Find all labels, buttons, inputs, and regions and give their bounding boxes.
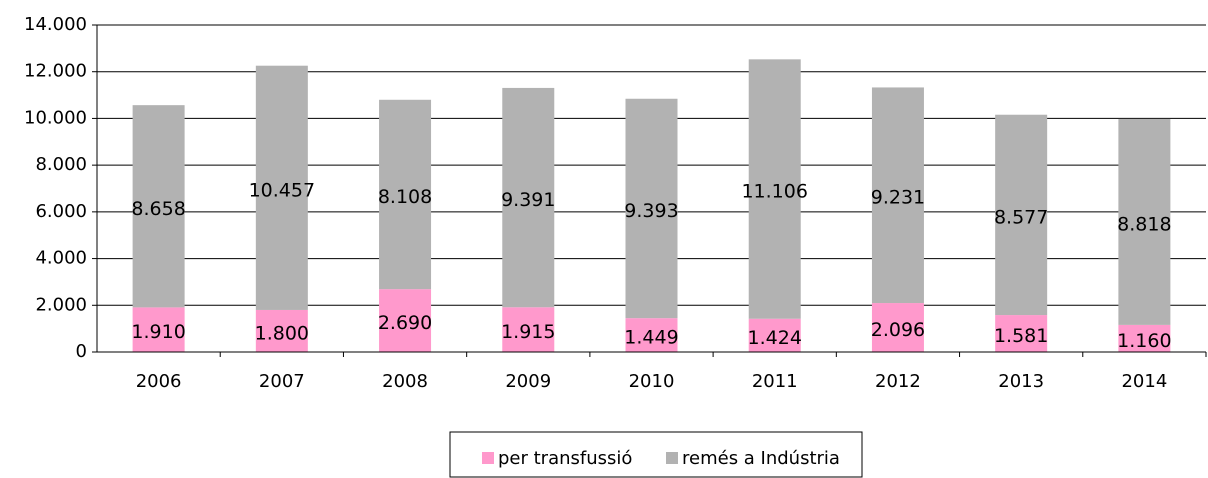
y-tick-label: 10.000 xyxy=(24,107,87,128)
bar-segment xyxy=(748,318,801,352)
bar-segment xyxy=(132,307,185,352)
data-label: 9.393 xyxy=(624,200,678,222)
bar-segment xyxy=(625,318,678,352)
data-label: 8.577 xyxy=(994,206,1048,228)
y-tick-label: 0 xyxy=(76,341,87,362)
x-tick-label: 2012 xyxy=(875,371,921,392)
bar-segment xyxy=(625,98,678,319)
bar-segment xyxy=(871,87,924,304)
data-label: 2.096 xyxy=(871,319,925,341)
data-label: 10.457 xyxy=(249,179,315,201)
data-label: 2.690 xyxy=(378,312,432,334)
x-tick-label: 2006 xyxy=(136,371,182,392)
bar-segment xyxy=(748,59,801,319)
data-label: 9.231 xyxy=(871,187,925,209)
y-tick-label: 14.000 xyxy=(24,14,87,35)
bar-segment xyxy=(1118,324,1171,352)
x-tick-label: 2013 xyxy=(998,371,1044,392)
legend-label: per transfussió xyxy=(498,448,632,469)
data-label: 9.391 xyxy=(501,189,555,211)
y-tick-label: 8.000 xyxy=(35,154,87,175)
data-label: 1.449 xyxy=(624,327,678,349)
x-tick-label: 2008 xyxy=(382,371,428,392)
data-label: 1.424 xyxy=(748,327,802,349)
y-tick-label: 4.000 xyxy=(35,248,87,269)
data-label: 8.108 xyxy=(378,186,432,208)
data-label: 1.581 xyxy=(994,325,1048,347)
bar-segment xyxy=(255,309,308,352)
bar-segment xyxy=(255,65,308,310)
legend-swatch xyxy=(666,452,678,464)
bar-segment xyxy=(132,105,185,308)
data-label: 1.915 xyxy=(501,321,555,343)
bar-segment xyxy=(379,289,432,352)
x-tick-label: 2010 xyxy=(629,371,675,392)
bar-segment xyxy=(995,315,1048,352)
x-tick-label: 2009 xyxy=(505,371,551,392)
y-tick-label: 6.000 xyxy=(35,201,87,222)
bar-segment xyxy=(1118,118,1171,325)
legend-box xyxy=(449,431,863,478)
y-tick-label: 2.000 xyxy=(35,294,87,315)
data-label: 11.106 xyxy=(741,181,807,203)
y-tick-label: 12.000 xyxy=(24,61,87,82)
data-label: 1.160 xyxy=(1117,330,1171,352)
legend-swatch xyxy=(482,452,494,464)
x-tick-label: 2007 xyxy=(259,371,305,392)
bar-segment xyxy=(379,99,432,290)
bar-segment xyxy=(502,307,555,352)
data-label: 1.910 xyxy=(131,321,185,343)
bar-segment xyxy=(502,87,555,308)
data-label: 8.818 xyxy=(1117,213,1171,235)
bar-segment xyxy=(871,303,924,352)
x-tick-label: 2014 xyxy=(1121,371,1167,392)
data-label: 8.658 xyxy=(131,198,185,220)
data-label: 1.800 xyxy=(255,322,309,344)
x-tick-label: 2011 xyxy=(752,371,798,392)
bar-segment xyxy=(995,114,1048,316)
legend-label: remés a Indústria xyxy=(682,448,840,469)
